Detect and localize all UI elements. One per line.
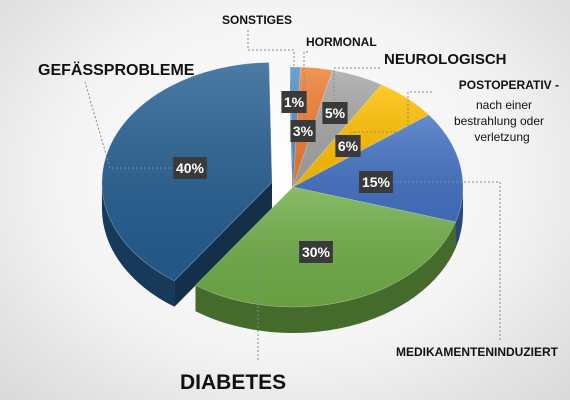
label-postoperativ-line-2: bestrahlung oder <box>454 114 544 128</box>
data-label-diabetes: 30% <box>299 241 333 263</box>
leader-gefssprobleme <box>84 81 190 169</box>
data-label-box <box>173 157 207 179</box>
leader-sonstiges <box>247 30 295 130</box>
label-hormonal: HORMONAL <box>306 35 377 49</box>
data-label-sonstiges: 1% <box>281 91 307 113</box>
data-label-box <box>359 171 393 193</box>
slice-shine <box>293 114 463 223</box>
data-label-text: 15% <box>362 174 391 190</box>
label-postoperativ: POSTOPERATIV - <box>459 78 559 92</box>
data-label-text: 6% <box>338 138 359 154</box>
slice-wall-gefssprobleme-0 <box>174 182 272 307</box>
label-gefaessprobleme: GEFÄSSPROBLEME <box>38 61 195 79</box>
leader-diabetes <box>257 251 316 362</box>
label-postoperativ-line-3: verletzung <box>474 130 529 144</box>
label-neurologisch: NEUROLOGISCH <box>384 51 507 68</box>
slice-side-gefssprobleme <box>101 182 175 307</box>
leader-medikamenteninduziert <box>376 181 501 342</box>
data-label-postoperativ: 6% <box>335 135 361 157</box>
label-diabetes: DIABETES <box>180 371 286 394</box>
data-label-text: 40% <box>176 160 205 176</box>
data-label-text: 3% <box>293 123 314 139</box>
data-label-box <box>281 91 307 113</box>
slice-side-diabetes <box>195 222 456 333</box>
data-label-hormonal: 3% <box>290 120 316 142</box>
data-label-text: 5% <box>325 105 346 121</box>
data-label-box <box>290 120 316 142</box>
percent-labels: 1% 3% 5% 6% 15% 30% 40% <box>173 91 393 263</box>
data-label-box <box>299 241 333 263</box>
data-label-text: 30% <box>302 244 331 260</box>
data-label-box <box>335 135 361 157</box>
data-label-text: 1% <box>284 94 305 110</box>
slice-side-medikamenteninduziert <box>455 187 463 249</box>
label-postoperativ-line-1: nach einer <box>476 98 532 112</box>
data-label-gefssprobleme: 40% <box>173 157 207 179</box>
slice-shine <box>293 84 429 187</box>
label-medikamenteninduziert: MEDIKAMENTENINDUZIERT <box>396 345 559 359</box>
slice-shine <box>293 70 382 187</box>
data-label-neurologisch: 5% <box>322 102 348 124</box>
data-label-box <box>322 102 348 124</box>
data-label-medikamenteninduziert: 15% <box>359 171 393 193</box>
label-sonstiges: SONSTIGES <box>222 13 292 27</box>
